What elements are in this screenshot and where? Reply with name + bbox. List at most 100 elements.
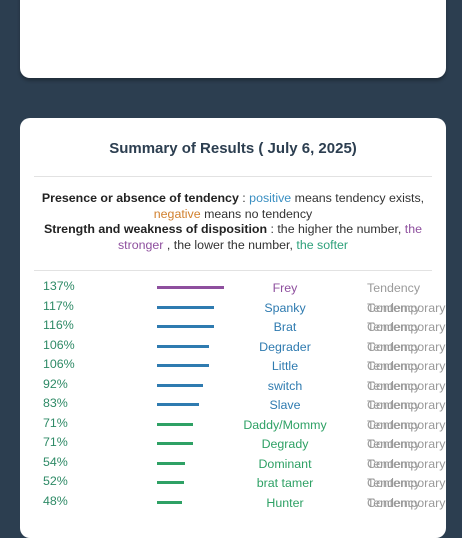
result-percent: 116%	[43, 318, 74, 332]
result-bar	[157, 286, 224, 289]
summary-title: Summary of Results ( July 6, 2025)	[109, 140, 357, 157]
result-tag: Tendency Contemporary	[367, 437, 446, 451]
tag-label: Tendency	[367, 476, 421, 490]
divider	[34, 270, 432, 271]
result-name: Dominant	[258, 456, 312, 471]
legend-end: means no tendency	[200, 206, 313, 221]
result-bar	[157, 325, 214, 328]
tag-label-overlap: Contemporary	[367, 495, 446, 510]
tag-label: Tendency	[367, 320, 421, 334]
result-name: Slave	[269, 398, 301, 412]
result-percent: 71%	[43, 415, 68, 430]
result-bar	[157, 305, 214, 309]
legend-mid2: : the higher the number,	[267, 222, 405, 236]
tag-label-overlap: Contemporary	[367, 359, 446, 373]
result-bar	[157, 364, 209, 367]
tag-label-overlap: Contemporary	[367, 456, 446, 471]
result-bar	[157, 344, 209, 348]
result-name: Degrady	[261, 437, 309, 451]
result-row: 117% Spanky Tendency Contemporary	[20, 299, 446, 318]
tag-label: Tendency	[367, 339, 421, 354]
result-percent: 52%	[43, 474, 68, 488]
result-tag: Tendency Contemporary	[367, 476, 446, 490]
result-bar	[157, 461, 185, 465]
result-percent: 83%	[43, 396, 68, 410]
result-name: Spanky	[264, 300, 306, 315]
tag-label: Tendency	[367, 398, 421, 412]
legend-softer: the softer	[296, 237, 349, 252]
result-tag: Tendency Contemporary	[367, 417, 446, 432]
tag-label-overlap: Contemporary	[367, 476, 446, 490]
result-tag: Tendency Contemporary	[367, 359, 446, 373]
tag-label: Tendency	[367, 378, 421, 393]
result-row: 71% Degrady Tendency Contemporary	[20, 435, 446, 454]
tag-label-overlap: Contemporary	[367, 417, 446, 432]
result-tag: Tendency	[367, 281, 420, 295]
result-percent: 106%	[43, 337, 75, 352]
result-percent: 54%	[43, 454, 68, 469]
result-row: 137% Frey Tendency	[20, 279, 446, 298]
result-tag: Tendency Contemporary	[367, 456, 446, 471]
legend-mid3: , the lower the number,	[163, 237, 297, 252]
result-bar	[157, 383, 203, 387]
result-bar	[157, 442, 193, 445]
result-row: 54% Dominant Tendency Contemporary	[20, 455, 446, 474]
result-row: 92% switch Tendency Contemporary	[20, 377, 446, 396]
tag-label-overlap: Contemporary	[367, 339, 446, 354]
legend-text: Presence or absence of tendency : positi…	[30, 191, 436, 253]
result-percent: 117%	[43, 298, 74, 313]
result-tag: Tendency Contemporary	[367, 495, 446, 510]
tag-label: Tendency	[367, 437, 421, 451]
result-row: 71% Daddy/Mommy Tendency Contemporary	[20, 416, 446, 435]
result-row: 48% Hunter Tendency Contemporary	[20, 494, 446, 513]
tag-label: Tendency	[367, 456, 421, 471]
tag-label-overlap: Contemporary	[367, 320, 446, 334]
legend-negative: negative	[153, 206, 201, 221]
result-name: switch	[267, 378, 303, 393]
tag-label: Tendency	[367, 495, 421, 510]
result-tag: Tendency Contemporary	[367, 300, 446, 315]
result-name: Degrader	[259, 339, 311, 354]
result-percent: 92%	[43, 376, 68, 391]
result-percent: 106%	[43, 357, 75, 371]
legend-sep: :	[238, 191, 250, 205]
result-tag: Tendency Contemporary	[367, 339, 446, 354]
result-tag: Tendency Contemporary	[367, 320, 446, 334]
tag-label-overlap: Contemporary	[367, 437, 446, 451]
result-row: 52% brat tamer Tendency Contemporary	[20, 474, 446, 493]
result-tag: Tendency Contemporary	[367, 398, 446, 412]
legend-presence-label: Presence or absence of tendency	[41, 191, 239, 205]
result-tag: Tendency Contemporary	[367, 378, 446, 393]
result-row: 106% Degrader Tendency Contemporary	[20, 338, 446, 357]
result-name: Frey	[272, 281, 298, 295]
tag-label: Tendency	[367, 300, 421, 315]
previous-card	[20, 0, 446, 78]
result-percent: 48%	[43, 493, 68, 508]
tag-label-overlap: Contemporary	[367, 378, 446, 393]
divider	[34, 176, 432, 177]
legend-strength-label: Strength and weakness of disposition	[43, 222, 268, 236]
result-row: 83% Slave Tendency Contemporary	[20, 396, 446, 415]
result-bar	[157, 403, 199, 406]
tag-label-overlap: Contemporary	[367, 300, 446, 315]
result-name: Little	[271, 359, 299, 373]
result-row: 116% Brat Tendency Contemporary	[20, 318, 446, 337]
legend-positive: positive	[249, 191, 292, 205]
tag-label: Tendency	[367, 359, 421, 373]
result-name: Hunter	[266, 495, 304, 510]
result-bar	[157, 422, 193, 426]
tag-label: Tendency	[367, 417, 421, 432]
result-name: Brat	[273, 320, 297, 334]
result-bar	[157, 481, 184, 484]
legend-mid: means tendency exists,	[291, 191, 425, 205]
result-row: 106% Little Tendency Contemporary	[20, 357, 446, 376]
tag-label-overlap: Contemporary	[367, 398, 446, 412]
result-name: Daddy/Mommy	[243, 417, 327, 432]
summary-card: Summary of Results ( July 6, 2025) Prese…	[20, 118, 446, 538]
result-bar	[157, 500, 182, 504]
result-percent: 71%	[43, 435, 68, 449]
result-name: brat tamer	[256, 476, 314, 490]
result-percent: 137%	[43, 279, 75, 293]
tag-label: Tendency	[367, 281, 421, 295]
legend-stronger: the stronger	[117, 222, 423, 252]
